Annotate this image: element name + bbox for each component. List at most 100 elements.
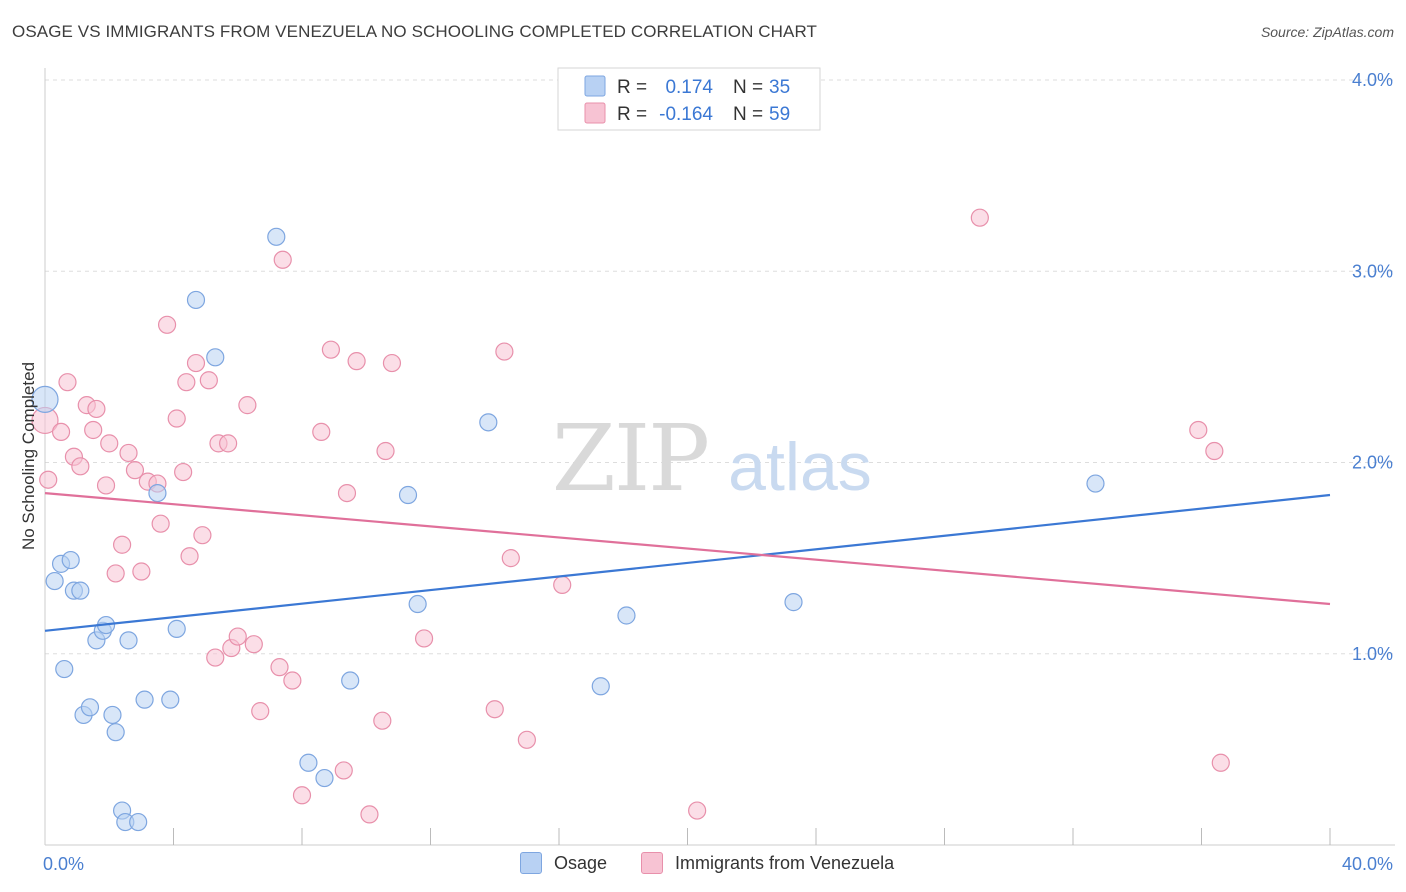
legend-r-label: R = bbox=[617, 77, 647, 98]
data-point bbox=[84, 420, 103, 440]
legend-swatch-osage bbox=[520, 852, 542, 874]
legend-label-osage: Osage bbox=[554, 852, 608, 873]
data-point bbox=[186, 353, 206, 373]
data-point bbox=[267, 227, 286, 246]
stats-legend: R = 0.174 N = 35 R = -0.164 N = 59 bbox=[557, 67, 821, 131]
data-point bbox=[591, 677, 610, 696]
series-osage bbox=[31, 227, 1105, 832]
data-point bbox=[373, 711, 392, 730]
data-point bbox=[1086, 474, 1105, 493]
data-point bbox=[55, 659, 74, 679]
data-point bbox=[1205, 441, 1224, 461]
data-point bbox=[199, 371, 218, 390]
watermark-atlas: atlas bbox=[728, 429, 872, 505]
data-point bbox=[157, 315, 177, 334]
data-point bbox=[688, 801, 707, 820]
y-tick-label: 3.0% bbox=[1352, 261, 1393, 281]
data-point bbox=[193, 526, 212, 545]
legend-r-value: -0.164 bbox=[659, 104, 713, 125]
data-point bbox=[129, 812, 148, 832]
y-tick-label: 2.0% bbox=[1352, 453, 1393, 473]
data-point bbox=[58, 373, 77, 392]
data-point bbox=[382, 353, 402, 373]
data-point bbox=[292, 786, 312, 805]
data-point bbox=[132, 562, 151, 581]
data-point bbox=[501, 549, 520, 568]
trend-line-osage bbox=[44, 493, 1331, 632]
data-point bbox=[408, 594, 427, 614]
data-point bbox=[106, 723, 125, 742]
legend-n-value: 35 bbox=[769, 77, 790, 98]
data-point bbox=[100, 434, 119, 453]
legend-item-venezuela: Immigrants from Venezuela bbox=[641, 852, 894, 874]
grid-layer bbox=[45, 79, 1395, 655]
data-point bbox=[119, 443, 138, 463]
data-point bbox=[80, 698, 100, 717]
y-tick-label: 4.0% bbox=[1352, 70, 1393, 90]
data-point bbox=[347, 352, 366, 371]
x-tick-label: 40.0% bbox=[1342, 854, 1393, 874]
data-point bbox=[103, 705, 122, 725]
source-credit: Source: ZipAtlas.com bbox=[1260, 24, 1394, 40]
legend-label-venezuela: Immigrants from Venezuela bbox=[675, 852, 895, 873]
data-point bbox=[315, 768, 334, 788]
data-point bbox=[186, 290, 206, 310]
data-point bbox=[341, 671, 360, 690]
data-point bbox=[617, 606, 636, 625]
watermark: ZIP atlas bbox=[552, 405, 872, 512]
data-point bbox=[495, 342, 514, 361]
axes-layer bbox=[44, 68, 1395, 846]
data-point bbox=[51, 422, 71, 441]
legend-swatch-venezuela bbox=[641, 852, 663, 874]
data-point bbox=[180, 547, 199, 566]
data-point bbox=[238, 396, 257, 415]
data-point bbox=[45, 571, 64, 591]
legend-n-label: N = bbox=[733, 77, 763, 98]
series-immigrants-from-venezuela bbox=[31, 208, 1230, 824]
data-point bbox=[414, 629, 434, 648]
data-point bbox=[553, 575, 572, 595]
data-point bbox=[206, 348, 225, 367]
legend-r-label: R = bbox=[617, 104, 647, 125]
legend-item-osage: Osage bbox=[520, 852, 607, 874]
data-point bbox=[251, 702, 270, 721]
data-point bbox=[312, 422, 331, 441]
data-point bbox=[970, 208, 989, 227]
data-point bbox=[161, 690, 180, 709]
legend-n-label: N = bbox=[733, 104, 763, 125]
data-point bbox=[106, 564, 125, 583]
series-legend: Osage Immigrants from Venezuela bbox=[0, 850, 1406, 880]
data-point bbox=[228, 627, 247, 646]
data-point bbox=[174, 462, 193, 482]
trend-lines bbox=[44, 492, 1331, 632]
data-point bbox=[39, 470, 58, 489]
data-point bbox=[87, 399, 106, 419]
data-point bbox=[299, 753, 318, 772]
data-point bbox=[125, 461, 145, 480]
data-point bbox=[784, 593, 803, 612]
data-point bbox=[71, 581, 90, 600]
data-point bbox=[167, 619, 186, 638]
data-point bbox=[148, 484, 167, 503]
data-point bbox=[96, 476, 116, 495]
y-axis-title: No Schooling Completed bbox=[19, 362, 38, 550]
data-point bbox=[219, 434, 238, 453]
data-point bbox=[119, 631, 138, 650]
data-point bbox=[270, 658, 289, 677]
data-point bbox=[273, 250, 292, 269]
watermark-zip: ZIP bbox=[552, 405, 708, 512]
data-point bbox=[376, 441, 395, 461]
data-point bbox=[283, 671, 302, 690]
data-point bbox=[244, 635, 263, 654]
data-point bbox=[177, 373, 196, 392]
data-point bbox=[31, 385, 59, 413]
data-point bbox=[61, 550, 80, 570]
chart-title: OSAGE VS IMMIGRANTS FROM VENEZUELA NO SC… bbox=[12, 22, 818, 41]
data-point bbox=[135, 690, 154, 709]
data-point bbox=[1211, 753, 1230, 772]
data-point bbox=[485, 700, 504, 719]
data-point bbox=[151, 514, 170, 533]
data-point bbox=[206, 648, 225, 667]
data-point bbox=[1189, 420, 1208, 440]
